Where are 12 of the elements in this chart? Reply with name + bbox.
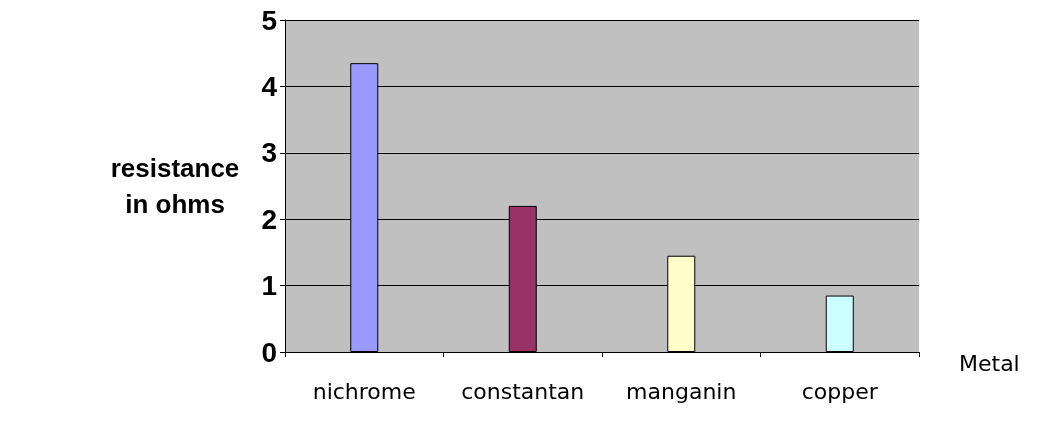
- x-tick-label: nichrome: [312, 378, 416, 404]
- y-tick-label: 2: [261, 203, 277, 235]
- x-tick-label: manganin: [626, 378, 737, 404]
- y-tick-label: 1: [261, 270, 277, 302]
- x-axis-title: Metal: [959, 350, 1020, 376]
- y-tick-label: 3: [261, 137, 277, 169]
- x-tick-label: constantan: [461, 378, 585, 404]
- y-tick-label: 5: [261, 4, 277, 36]
- y-tick-label: 0: [261, 336, 277, 368]
- y-axis-title: resistance in ohms: [110, 153, 240, 219]
- y-tick-label: 4: [261, 70, 278, 102]
- x-tick-label: copper: [801, 378, 879, 404]
